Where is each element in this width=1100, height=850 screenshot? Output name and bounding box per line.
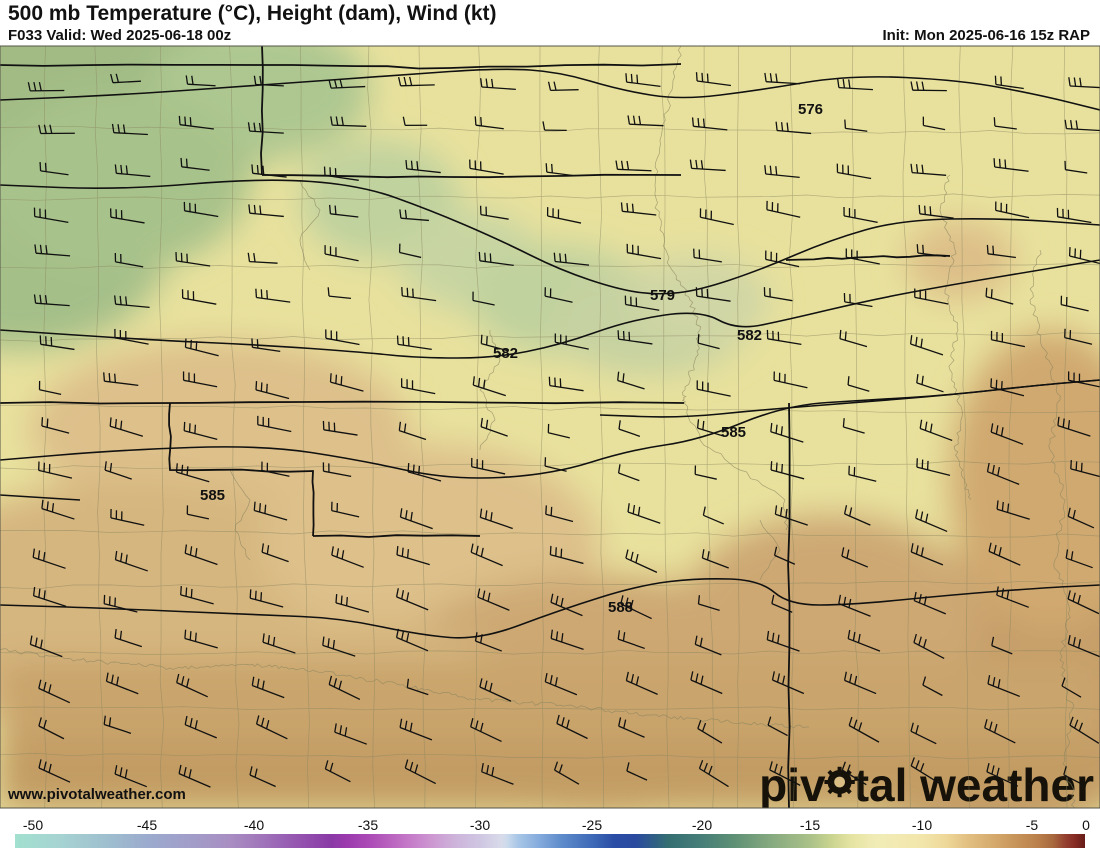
svg-text:576: 576 xyxy=(798,101,823,118)
svg-text:579: 579 xyxy=(650,287,675,304)
svg-text:588: 588 xyxy=(608,599,633,616)
svg-text:582: 582 xyxy=(493,345,518,362)
svg-text:585: 585 xyxy=(721,424,746,441)
svg-text:585: 585 xyxy=(200,487,225,504)
svg-text:pivotal weather: pivotal weather xyxy=(759,759,1094,811)
svg-text:582: 582 xyxy=(737,327,762,344)
